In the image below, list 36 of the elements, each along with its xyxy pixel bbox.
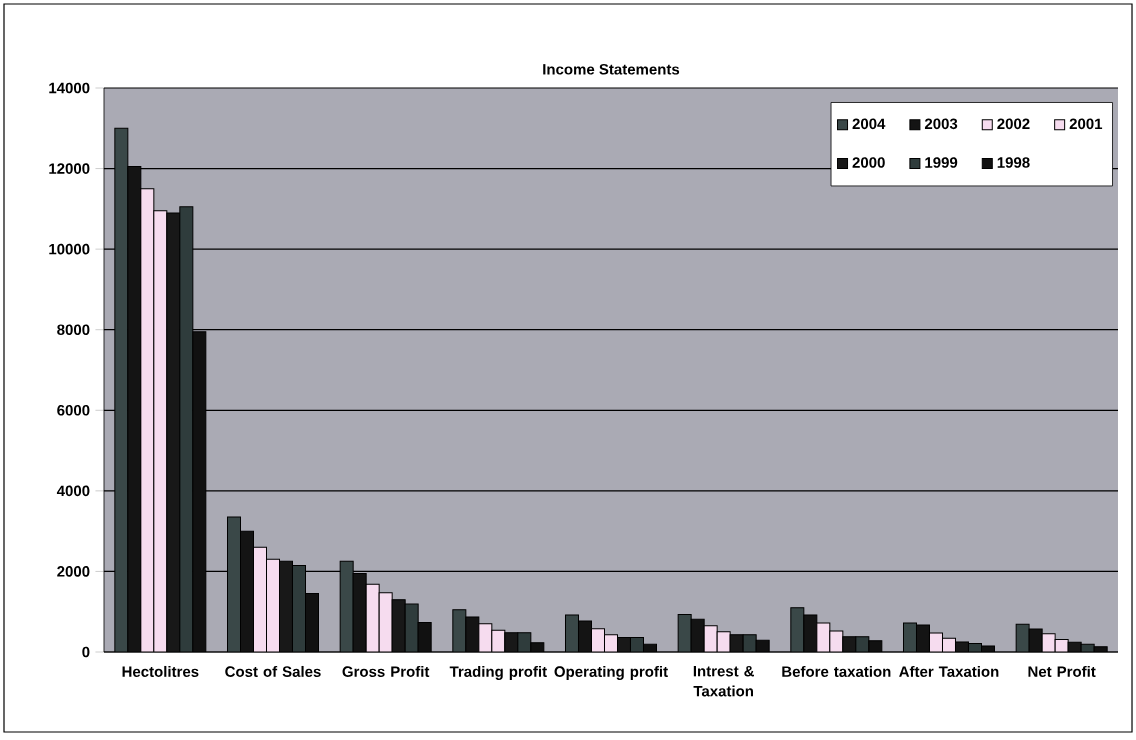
y-tick-label: 0 bbox=[82, 646, 90, 658]
x-tick-label: Cost of Sales bbox=[225, 665, 321, 677]
bar bbox=[305, 593, 319, 652]
y-tick-label: 4000 bbox=[56, 485, 90, 497]
bar bbox=[391, 599, 406, 652]
y-tick-label: 10000 bbox=[49, 243, 90, 255]
y-tick-label: 12000 bbox=[49, 163, 90, 174]
legend-label: 2002 bbox=[997, 118, 1030, 130]
chart-title: Income Statements bbox=[543, 63, 680, 75]
legend-label: 1999 bbox=[925, 157, 958, 168]
bar bbox=[339, 560, 354, 652]
bar bbox=[227, 516, 241, 652]
legend-label: 2000 bbox=[852, 157, 885, 168]
x-tick-label: Intrest & Taxation bbox=[693, 665, 755, 697]
bar bbox=[279, 560, 293, 652]
y-tick-label: 6000 bbox=[57, 404, 90, 416]
x-tick-label: Operating profit bbox=[554, 665, 668, 680]
legend-label: 1998 bbox=[997, 157, 1030, 168]
x-tick-label: Gross Profit bbox=[342, 665, 430, 677]
x-tick-label: Hectolitres bbox=[122, 665, 199, 677]
legend-label: 2004 bbox=[852, 118, 886, 130]
bar bbox=[790, 607, 805, 652]
legend-label: 2003 bbox=[924, 118, 958, 130]
bar bbox=[192, 331, 207, 652]
bar bbox=[179, 206, 194, 652]
x-tick-label: Net Profit bbox=[1028, 665, 1096, 677]
x-tick-label: After Taxation bbox=[899, 665, 999, 677]
bar bbox=[166, 212, 181, 652]
y-tick-label: 8000 bbox=[57, 324, 90, 336]
y-tick-label: 14000 bbox=[49, 82, 90, 94]
y-tick-label: 2000 bbox=[57, 566, 90, 577]
legend-label: 2001 bbox=[1069, 118, 1103, 130]
bar bbox=[114, 127, 129, 652]
x-tick-label: Before taxation bbox=[782, 665, 891, 677]
bar bbox=[292, 564, 306, 652]
x-tick-label: Trading profit bbox=[449, 665, 547, 680]
